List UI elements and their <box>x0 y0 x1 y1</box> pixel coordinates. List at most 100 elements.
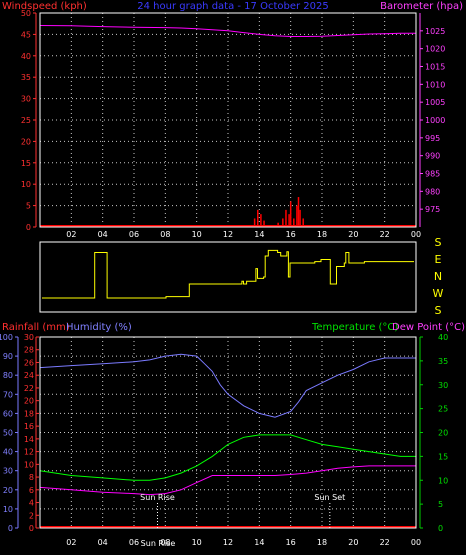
temp-tick-label: 25 <box>438 405 448 414</box>
temp-humidity-plot-frame <box>39 336 417 529</box>
rain-tick-label: 6 <box>29 486 34 495</box>
humidity-tick-label: 80 <box>3 371 13 380</box>
humidity-axis-label: Humidity (%) <box>66 322 132 333</box>
humidity-tick-label: 30 <box>3 467 13 476</box>
temp-humidity-series <box>39 353 416 528</box>
x-tick-label: 02 <box>66 230 76 239</box>
x-tick-label: 06 <box>129 230 139 239</box>
x-tick-label: 04 <box>98 230 108 239</box>
wind-tick-label: 0 <box>26 223 31 232</box>
compass-label: S <box>435 304 442 317</box>
wind-baro-series <box>39 25 416 227</box>
baro-tick-label: 1025 <box>425 27 445 36</box>
x-tick-label: 18 <box>317 538 327 547</box>
rain-tick-label: 22 <box>24 384 34 393</box>
baro-axis-label: Barometer (hpa) <box>380 1 463 12</box>
x-tick-label: 18 <box>317 230 327 239</box>
humidity-tick-label: 60 <box>3 409 13 418</box>
baro-tick-label: 1015 <box>425 63 445 72</box>
dewpoint-line <box>39 465 416 496</box>
baro-tick-label: 980 <box>425 187 440 196</box>
x-tick-label: 04 <box>98 538 108 547</box>
x-tick-label: 22 <box>380 538 390 547</box>
compass-label: E <box>435 253 442 266</box>
x-tick-label: 02 <box>66 538 76 547</box>
barometer-line <box>39 25 416 37</box>
rain-tick-label: 12 <box>24 448 34 457</box>
wind-baro-grid <box>40 13 416 227</box>
temperature-line <box>39 434 416 481</box>
x-tick-label: 08 <box>160 230 170 239</box>
wind-direction-line <box>42 249 414 299</box>
sun-annotation-label: Sun Set <box>314 493 345 502</box>
x-tick-label: 10 <box>192 230 202 239</box>
x-tick-label: 12 <box>223 230 233 239</box>
rain-tick-label: 8 <box>29 473 34 482</box>
x-tick-label: 14 <box>254 230 264 239</box>
x-tick-label: 08 <box>160 538 170 547</box>
compass-label: S <box>435 236 442 249</box>
humidity-line <box>39 353 416 418</box>
wind-baro-x-ticks: 02 04 06 08 10 12 14 16 18 20 22 00 <box>66 230 421 239</box>
x-tick-label: 00 <box>411 230 421 239</box>
baro-tick-label: 1010 <box>425 80 445 89</box>
x-tick-label: 06 <box>129 538 139 547</box>
humidity-tick-label: 0 <box>8 524 13 533</box>
temp-axis-label: Temperature (°C) <box>311 322 398 333</box>
wind-tick-label: 10 <box>21 180 31 189</box>
rain-tick-label: 14 <box>24 435 34 444</box>
wind-direction-frame <box>39 241 417 313</box>
rain-tick-label: 30 <box>24 333 34 342</box>
compass-label: W <box>433 287 444 300</box>
wind-tick-label: 40 <box>21 52 31 61</box>
temp-tick-label: 0 <box>438 524 443 533</box>
sun-annotation-label: Sun Rise <box>140 493 175 502</box>
rain-tick-label: 2 <box>29 511 34 520</box>
temp-humidity-x-ticks: 02 04 06 08 10 12 14 16 18 20 22 00 <box>66 538 421 547</box>
humidity-tick-label: 50 <box>3 429 13 438</box>
wind-baro-chart: Windspeed (kph) 24 hour graph data - 17 … <box>2 1 463 239</box>
x-tick-label: 20 <box>348 538 358 547</box>
temp-tick-label: 30 <box>438 381 448 390</box>
temp-humidity-chart: Rainfall (mm) Humidity (%) Temperature (… <box>0 322 465 548</box>
baro-tick-label: 990 <box>425 152 440 161</box>
humidity-tick-label: 100 <box>0 333 13 342</box>
baro-tick-label: 975 <box>425 205 440 214</box>
wind-tick-label: 15 <box>21 159 31 168</box>
wind-tick-label: 25 <box>21 116 31 125</box>
baro-tick-label: 1000 <box>425 116 445 125</box>
temp-tick-label: 40 <box>438 333 448 342</box>
x-tick-label: 12 <box>223 538 233 547</box>
wind-tick-label: 30 <box>21 95 31 104</box>
wind-axis-ticks: 0 5 10 15 20 25 30 35 40 45 50 <box>21 9 37 232</box>
wind-baro-plot-frame <box>39 12 417 228</box>
sun-annotations: Sun Rise Sun Set <box>140 493 345 528</box>
rain-tick-label: 28 <box>24 346 34 355</box>
x-tick-label: 22 <box>380 230 390 239</box>
x-tick-label: 00 <box>411 538 421 547</box>
temp-tick-label: 15 <box>438 452 448 461</box>
rain-tick-label: 10 <box>24 460 34 469</box>
wind-tick-label: 5 <box>26 202 31 211</box>
wind-tick-label: 50 <box>21 9 31 18</box>
x-tick-label: 10 <box>192 538 202 547</box>
compass-label: N <box>434 270 442 283</box>
baro-tick-label: 995 <box>425 134 440 143</box>
rain-tick-label: 18 <box>24 409 34 418</box>
x-tick-label: 16 <box>286 538 296 547</box>
sunrise-bottom-label: Sun Rise <box>141 539 176 548</box>
humidity-tick-label: 90 <box>3 352 13 361</box>
baro-tick-label: 985 <box>425 170 440 179</box>
temp-tick-label: 10 <box>438 476 448 485</box>
temp-axis-ticks: 0 5 10 15 20 25 30 35 40 <box>419 333 448 533</box>
temp-tick-label: 5 <box>438 500 443 509</box>
wind-tick-label: 20 <box>21 137 31 146</box>
rain-tick-label: 20 <box>24 397 34 406</box>
humidity-tick-label: 40 <box>3 448 13 457</box>
rain-tick-label: 16 <box>24 422 34 431</box>
wind-tick-label: 45 <box>21 30 31 39</box>
